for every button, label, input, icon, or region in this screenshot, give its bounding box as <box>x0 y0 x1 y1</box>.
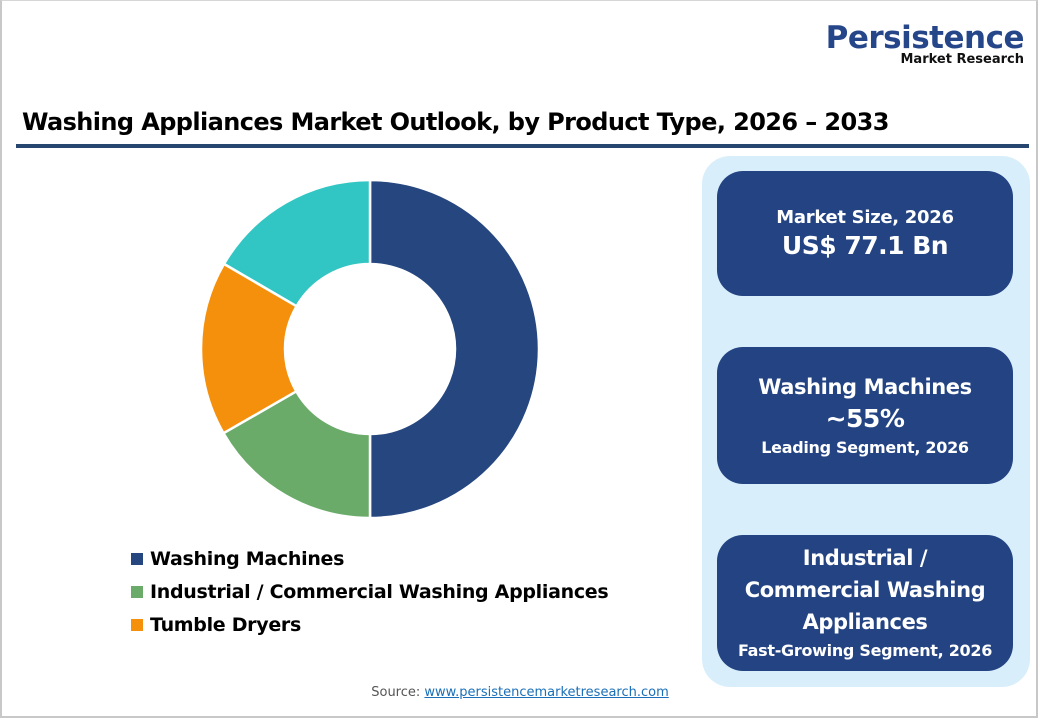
fast-growing-segment-name-line-3: Appliances <box>802 610 928 634</box>
legend-swatch-icon <box>131 585 143 598</box>
leading-segment-caption: Leading Segment, 2026 <box>761 437 969 457</box>
source-link[interactable]: www.persistencemarketresearch.com <box>424 685 669 700</box>
logo-wordmark: Persistence <box>825 20 1025 56</box>
legend-item: Washing Machines <box>131 542 608 575</box>
donut-slice-industrial-commercial-washing-appliances <box>221 389 372 520</box>
chart-title: Washing Appliances Market Outlook, by Pr… <box>22 108 889 136</box>
donut-chart <box>199 178 541 520</box>
donut-slice-unlabeled <box>222 178 372 308</box>
logo-tagline: Market Research <box>900 52 1025 67</box>
legend-item: Tumble Dryers <box>131 608 608 641</box>
leading-segment-name: Washing Machines <box>758 374 972 399</box>
market-size-label: Market Size, 2026 <box>776 206 954 228</box>
market-size-card: Market Size, 2026 US$ 77.1 Bn <box>717 171 1013 296</box>
title-underline <box>16 144 1029 148</box>
brand-logo: Persistence Market Research <box>825 20 1025 67</box>
legend-item: Industrial / Commercial Washing Applianc… <box>131 575 609 608</box>
market-size-value: US$ 77.1 Bn <box>781 230 949 260</box>
legend-label: Industrial / Commercial Washing Applianc… <box>150 580 609 603</box>
donut-slice-tumble-dryers <box>199 262 299 435</box>
leading-segment-share: ~55% <box>825 403 905 433</box>
fast-growing-segment-caption: Fast-Growing Segment, 2026 <box>737 641 993 660</box>
source-note: Source: www.persistencemarketresearch.co… <box>0 685 1040 700</box>
chart-legend: Washing Machines Industrial / Commercial … <box>131 542 609 641</box>
legend-swatch-icon <box>131 618 143 631</box>
donut-slice-washing-machines <box>368 178 541 520</box>
fast-growing-segment-card: Industrial / Commercial Washing Applianc… <box>717 535 1013 671</box>
source-prefix: Source: <box>371 685 425 700</box>
legend-label: Tumble Dryers <box>150 613 302 636</box>
legend-label: Washing Machines <box>150 547 345 570</box>
leading-segment-card: Washing Machines ~55% Leading Segment, 2… <box>717 347 1013 484</box>
legend-swatch-icon <box>131 552 143 565</box>
fast-growing-segment-name-line-1: Industrial / <box>802 546 928 570</box>
fast-growing-segment-name-line-2: Commercial Washing <box>744 578 986 602</box>
